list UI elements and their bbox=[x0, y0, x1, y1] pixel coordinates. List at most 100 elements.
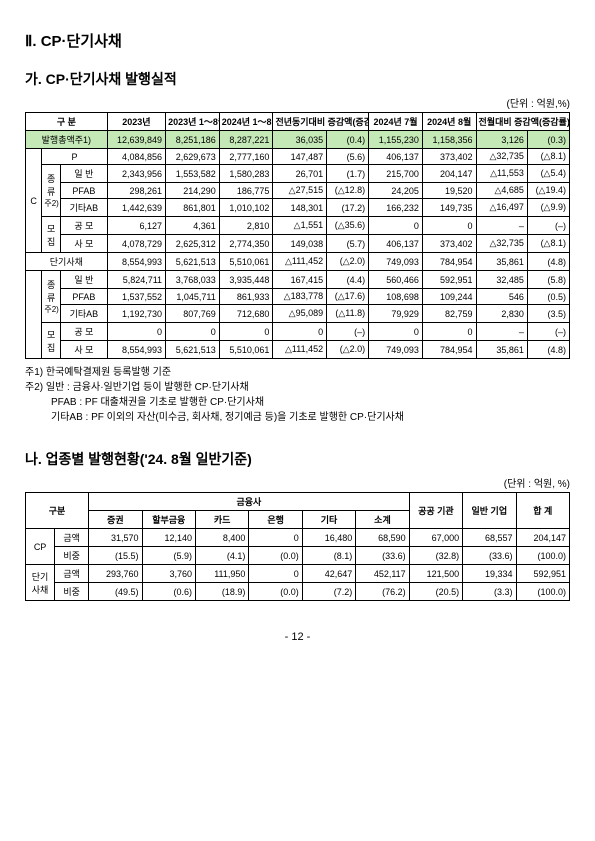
cell: 0 bbox=[273, 323, 327, 341]
cell: △32,735 bbox=[476, 149, 527, 165]
cell: (8.1) bbox=[302, 547, 355, 565]
cell: (0.0) bbox=[249, 583, 302, 601]
cell: 19,520 bbox=[422, 183, 476, 199]
cell: (100.0) bbox=[516, 547, 569, 565]
row-label: 종류주2) bbox=[42, 165, 61, 217]
cell: 4,084,856 bbox=[107, 149, 165, 165]
cell: 592,951 bbox=[422, 271, 476, 289]
cell: 0 bbox=[107, 323, 165, 341]
cell: 749,093 bbox=[369, 253, 423, 271]
cell: (4.8) bbox=[527, 341, 569, 359]
note-2: 주2) 일반 : 금융사·일반기업 등이 발행한 CP·단기사채 bbox=[25, 380, 570, 395]
cell: 0 bbox=[249, 529, 302, 547]
cell: 186,775 bbox=[219, 183, 273, 199]
th-2024-1-8: 2024년 1～8월 bbox=[219, 113, 273, 131]
cell: 111,950 bbox=[195, 565, 248, 583]
cell: (0.5) bbox=[527, 289, 569, 305]
cell: 8,400 bbox=[195, 529, 248, 547]
cell: 108,698 bbox=[369, 289, 423, 305]
cell: 1,158,356 bbox=[422, 131, 476, 149]
cell: (0.0) bbox=[249, 547, 302, 565]
cell: (△17.6) bbox=[327, 289, 369, 305]
cell: 560,466 bbox=[369, 271, 423, 289]
cell: △183,778 bbox=[273, 289, 327, 305]
cell: (0.6) bbox=[142, 583, 195, 601]
row-label: 일 반 bbox=[61, 271, 108, 289]
cell: (△2.0) bbox=[327, 253, 369, 271]
cell: (0.4) bbox=[327, 131, 369, 149]
issuance-table: 구 분 2023년 2023년 1～8월 2024년 1～8월 전년동기대비 증… bbox=[25, 112, 570, 359]
row-label: 사 모 bbox=[61, 341, 108, 359]
th2-fin: 금융사 bbox=[89, 493, 410, 511]
cell: 0 bbox=[166, 323, 220, 341]
cell: (4.4) bbox=[327, 271, 369, 289]
cell: 1,442,639 bbox=[107, 199, 165, 217]
cell: (100.0) bbox=[516, 583, 569, 601]
cell: (33.6) bbox=[356, 547, 409, 565]
subsection-a-title: 가. CP·단기사채 발행실적 bbox=[25, 69, 570, 89]
cell: 406,137 bbox=[369, 149, 423, 165]
footnotes: 주1) 한국예탁결제원 등록발행 기준 주2) 일반 : 금융사·일반기업 등이… bbox=[25, 365, 570, 425]
th2-etc: 기타 bbox=[302, 511, 355, 529]
cell: 166,232 bbox=[369, 199, 423, 217]
page-number: - 12 - bbox=[25, 631, 570, 643]
cell: (76.2) bbox=[356, 583, 409, 601]
cell: 749,093 bbox=[369, 341, 423, 359]
cell: 861,933 bbox=[219, 289, 273, 305]
cell: 8,554,993 bbox=[107, 253, 165, 271]
unit-a: (단위 : 억원,%) bbox=[25, 95, 570, 110]
cell: (15.5) bbox=[89, 547, 142, 565]
th-2024-7: 2024년 7월 bbox=[369, 113, 423, 131]
row-label: CP bbox=[26, 529, 55, 565]
cell: 1,155,230 bbox=[369, 131, 423, 149]
cell: 16,480 bbox=[302, 529, 355, 547]
row-label: 금액 bbox=[55, 565, 89, 583]
th2-inst: 할부금융 bbox=[142, 511, 195, 529]
cell: 42,647 bbox=[302, 565, 355, 583]
cell: 0 bbox=[422, 323, 476, 341]
cell: 592,951 bbox=[516, 565, 569, 583]
th2-pub: 공공 기관 bbox=[409, 493, 462, 529]
cell: 1,045,711 bbox=[166, 289, 220, 305]
cell: 3,760 bbox=[142, 565, 195, 583]
row-label: 비중 bbox=[55, 583, 89, 601]
cell: 79,929 bbox=[369, 305, 423, 323]
cell: 5,510,061 bbox=[219, 253, 273, 271]
cell: △32,735 bbox=[476, 235, 527, 253]
cell: (△12.8) bbox=[327, 183, 369, 199]
cell: (△9.9) bbox=[527, 199, 569, 217]
cell: 784,954 bbox=[422, 253, 476, 271]
cell: 12,140 bbox=[142, 529, 195, 547]
row-label bbox=[26, 271, 42, 359]
cell: △27,515 bbox=[273, 183, 327, 199]
row-label: 공 모 bbox=[61, 323, 108, 341]
cell: 12,639,849 bbox=[107, 131, 165, 149]
cell: (3.5) bbox=[527, 305, 569, 323]
cell: (17.2) bbox=[327, 199, 369, 217]
cell: (7.2) bbox=[302, 583, 355, 601]
cell: (5.8) bbox=[527, 271, 569, 289]
cell: 68,557 bbox=[463, 529, 516, 547]
cell: 2,629,673 bbox=[166, 149, 220, 165]
cell: 373,402 bbox=[422, 235, 476, 253]
cell: 1,010,102 bbox=[219, 199, 273, 217]
cell: (△19.4) bbox=[527, 183, 569, 199]
cell: (△35.6) bbox=[327, 217, 369, 235]
row-label: PFAB bbox=[61, 183, 108, 199]
note-1: 주1) 한국예탁결제원 등록발행 기준 bbox=[25, 365, 570, 380]
cell: (△2.0) bbox=[327, 341, 369, 359]
cell: 3,126 bbox=[476, 131, 527, 149]
th-2023: 2023년 bbox=[107, 113, 165, 131]
cell: 149,735 bbox=[422, 199, 476, 217]
cell: 31,570 bbox=[89, 529, 142, 547]
cell: 1,192,730 bbox=[107, 305, 165, 323]
note-4: 기타AB : PF 이외의 자산(미수금, 회사채, 정기예금 등)을 기초로 … bbox=[25, 410, 570, 425]
cell: 4,361 bbox=[166, 217, 220, 235]
cell: 19,334 bbox=[463, 565, 516, 583]
row-label: 단기사채 bbox=[26, 253, 108, 271]
th-2023-1-8: 2023년 1～8월 bbox=[166, 113, 220, 131]
cell: △95,089 bbox=[273, 305, 327, 323]
cell: 298,261 bbox=[107, 183, 165, 199]
th-gubun: 구 분 bbox=[26, 113, 108, 131]
row-label: 종류주2) bbox=[42, 271, 61, 323]
